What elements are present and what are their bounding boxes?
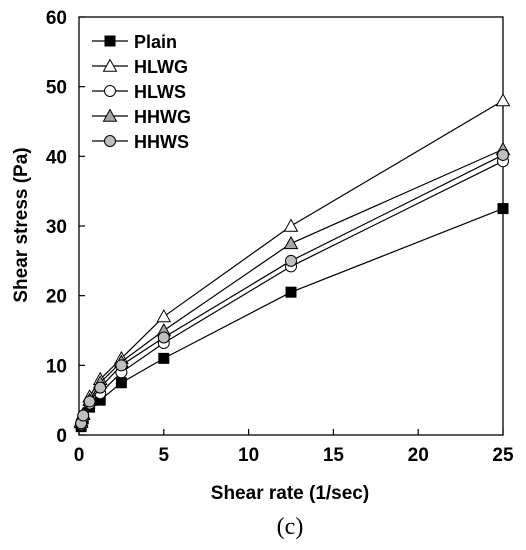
- series-plain: [75, 203, 509, 433]
- data-point-plain: [497, 203, 509, 215]
- legend-item-hhws: HHWS: [92, 132, 189, 152]
- legend-marker-hhws: [104, 135, 116, 147]
- legend-label: HHWG: [134, 107, 191, 127]
- x-tick-label: 15: [323, 445, 345, 466]
- data-point-hhws: [83, 395, 96, 408]
- data-point-hhws: [285, 254, 297, 267]
- y-axis-title: Shear stress (Pa): [11, 147, 32, 302]
- legend-marker-hhwg: [102, 108, 118, 122]
- data-point-hhws: [94, 381, 107, 394]
- legend-marker-plain: [104, 35, 116, 47]
- series-hhwg: [73, 141, 511, 429]
- x-tick-label: 25: [492, 445, 514, 466]
- legend-label: Plain: [134, 32, 177, 52]
- y-tick-label: 20: [46, 287, 67, 308]
- legend-item-hhwg: HHWG: [92, 107, 191, 127]
- y-tick-label: 60: [46, 8, 67, 29]
- x-tick-label: 20: [408, 445, 429, 466]
- legend-item-hlws: HLWS: [92, 82, 186, 102]
- series-hhws: [75, 148, 509, 430]
- x-axis-title: Shear rate (1/sec): [211, 483, 369, 504]
- legend-marker-hlws: [104, 85, 116, 97]
- legend-item-hlwg: HLWG: [92, 57, 188, 77]
- legend-label: HHWS: [134, 132, 189, 152]
- legend-label: HLWG: [134, 57, 188, 77]
- x-tick-label: 0: [74, 445, 85, 466]
- legend-item-plain: Plain: [92, 32, 177, 52]
- data-point-plain: [115, 377, 127, 389]
- data-point-hlwg: [495, 93, 511, 107]
- y-tick-label: 40: [46, 147, 67, 168]
- data-point-plain: [158, 352, 170, 364]
- x-ticks: 0 5 10 15 20 25: [74, 429, 514, 466]
- data-point-hlwg: [156, 309, 172, 323]
- x-tick-label: 5: [159, 445, 170, 466]
- legend-marker-hlwg: [102, 58, 118, 72]
- legend-label: HLWS: [134, 82, 186, 102]
- series-line-hhwg: [80, 148, 504, 423]
- legend: Plain HLWG HLWS HHWG HHWS: [92, 32, 191, 152]
- data-point-hhwg: [283, 235, 299, 250]
- x-tick-label: 10: [238, 445, 259, 466]
- data-point-hhws: [115, 359, 128, 372]
- y-tick-label: 10: [46, 356, 67, 377]
- data-point-plain: [285, 286, 297, 298]
- data-point-hhws: [157, 331, 170, 344]
- y-tick-label: 30: [46, 217, 67, 238]
- y-tick-label: 50: [46, 78, 67, 99]
- caption: (c): [277, 514, 304, 540]
- data-point-hhws: [497, 148, 509, 161]
- data-point-hhws: [77, 409, 90, 422]
- y-ticks: 0 10 20 30 40 50 60: [46, 8, 85, 447]
- data-point-hlwg: [283, 218, 299, 232]
- series-layer: [73, 93, 511, 433]
- y-tick-label: 0: [56, 426, 67, 447]
